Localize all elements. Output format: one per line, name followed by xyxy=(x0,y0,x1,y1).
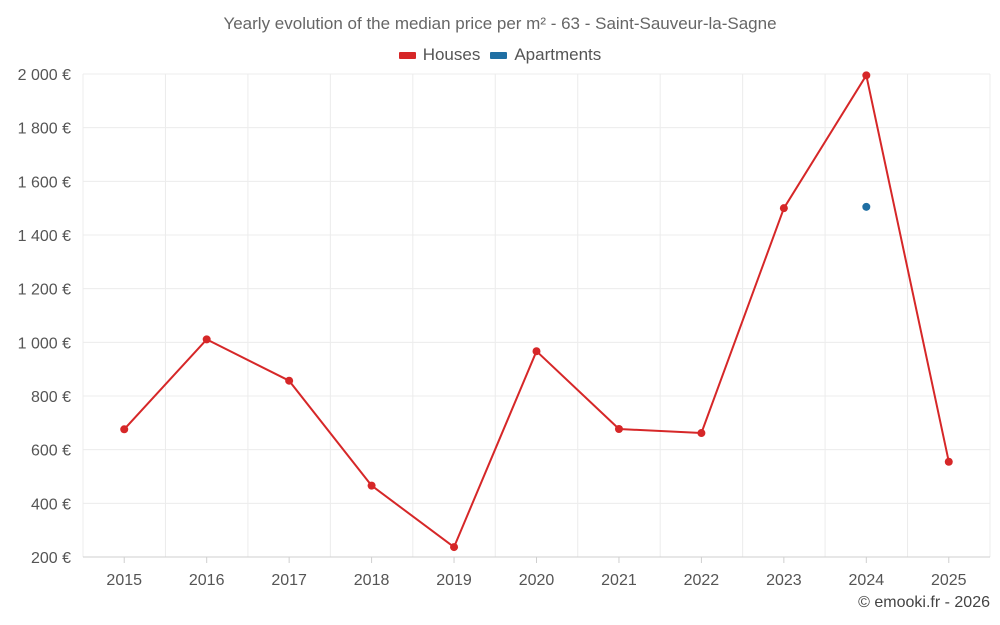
y-tick-label: 400 € xyxy=(31,496,71,513)
y-tick-label: 1 600 € xyxy=(18,174,71,191)
x-tick-label: 2020 xyxy=(519,572,555,589)
data-point-houses xyxy=(614,425,623,434)
y-tick-label: 1 400 € xyxy=(18,228,71,245)
data-point-houses xyxy=(450,543,459,552)
data-point-houses xyxy=(285,376,294,385)
y-tick-label: 1 800 € xyxy=(18,121,71,138)
data-point-houses xyxy=(697,429,706,438)
data-point-houses xyxy=(944,457,953,466)
chart-legend: Houses Apartments xyxy=(0,45,1000,65)
y-tick-label: 200 € xyxy=(31,550,71,567)
data-point-houses xyxy=(862,71,871,80)
legend-item-apartments[interactable]: Apartments xyxy=(490,45,601,65)
legend-label-apartments: Apartments xyxy=(514,45,602,64)
legend-swatch-apartments xyxy=(490,51,508,59)
y-tick-label: 2 000 € xyxy=(18,67,71,84)
data-point-houses xyxy=(202,335,211,344)
x-tick-label: 2018 xyxy=(354,572,390,589)
chart-title: Yearly evolution of the median price per… xyxy=(223,14,777,33)
x-tick-label: 2025 xyxy=(931,572,967,589)
x-tick-label: 2021 xyxy=(601,572,637,589)
x-tick-label: 2019 xyxy=(436,572,472,589)
y-tick-label: 1 000 € xyxy=(18,335,71,352)
legend-item-houses[interactable]: Houses xyxy=(398,45,481,65)
credit-text: © emooki.fr - 2026 xyxy=(858,594,990,611)
x-tick-label: 2015 xyxy=(106,572,142,589)
x-tick-label: 2022 xyxy=(684,572,720,589)
x-tick-label: 2016 xyxy=(189,572,225,589)
x-tick-label: 2023 xyxy=(766,572,802,589)
y-tick-label: 800 € xyxy=(31,389,71,406)
data-point-houses xyxy=(367,481,376,490)
legend-label-houses: Houses xyxy=(422,45,481,64)
data-point-houses xyxy=(532,347,541,356)
y-tick-label: 600 € xyxy=(31,443,71,460)
legend-swatch-houses xyxy=(398,51,416,59)
x-tick-label: 2024 xyxy=(849,572,885,589)
y-tick-label: 1 200 € xyxy=(18,282,71,299)
data-point-houses xyxy=(779,204,788,213)
data-point-apartments xyxy=(862,202,871,211)
data-point-houses xyxy=(120,425,129,434)
x-tick-label: 2017 xyxy=(271,572,307,589)
